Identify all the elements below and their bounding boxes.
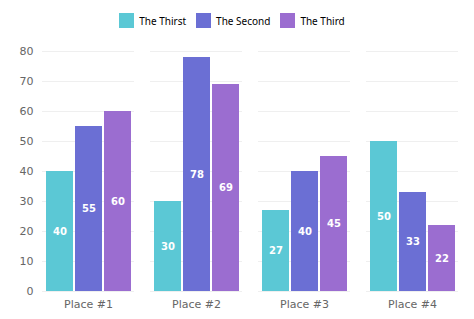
- svg-text:55: 55: [82, 203, 96, 214]
- svg-text:10: 10: [20, 255, 34, 268]
- html-text:The Second: The Second: [216, 13, 271, 28]
- svg-text:22: 22: [435, 253, 449, 264]
- svg-text:27: 27: [269, 245, 283, 256]
- svg-text:20: 20: [20, 225, 34, 238]
- svg-text:60: 60: [20, 105, 34, 118]
- svg-text:30: 30: [20, 195, 34, 208]
- svg-text:69: 69: [219, 182, 233, 193]
- svg-text:60: 60: [111, 196, 125, 207]
- svg-text:50: 50: [377, 211, 391, 222]
- svg-text:0: 0: [27, 285, 34, 298]
- html-text:The Third: The Third: [300, 13, 345, 28]
- svg-text:40: 40: [20, 165, 34, 178]
- html-text:The Thirst: The Thirst: [139, 13, 187, 28]
- svg-text:70: 70: [20, 75, 34, 88]
- svg-text:45: 45: [327, 218, 341, 229]
- svg-text:80: 80: [20, 45, 34, 58]
- svg-text:Place #3: Place #3: [280, 298, 329, 311]
- svg-text:50: 50: [20, 135, 34, 148]
- svg-text:Place #2: Place #2: [172, 298, 221, 311]
- svg-text:40: 40: [298, 226, 312, 237]
- svg-text:40: 40: [53, 226, 67, 237]
- svg-text:Place #4: Place #4: [388, 298, 437, 311]
- svg-text:33: 33: [406, 236, 420, 247]
- svg-text:Place #1: Place #1: [64, 298, 113, 311]
- svg-text:30: 30: [161, 241, 175, 252]
- svg-text:78: 78: [190, 169, 204, 180]
